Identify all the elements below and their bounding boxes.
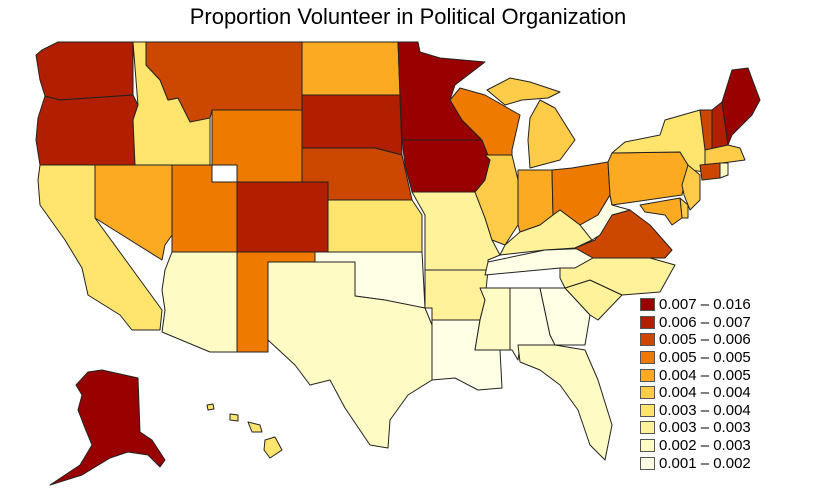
state-wi	[449, 87, 521, 161]
legend-label: 0.003 – 0.004	[659, 401, 751, 419]
legend-item: 0.004 – 0.004	[640, 384, 751, 402]
state-fl	[517, 344, 613, 461]
legend-swatch	[640, 403, 655, 417]
map-legend: 0.007 – 0.016 0.006 – 0.007 0.005 – 0.00…	[640, 296, 751, 472]
legend-item: 0.001 – 0.002	[640, 454, 751, 472]
state-il	[474, 154, 519, 246]
state-me	[721, 67, 761, 146]
legend-label: 0.004 – 0.004	[659, 384, 751, 402]
legend-item: 0.005 – 0.006	[640, 331, 751, 349]
state-pa	[607, 151, 689, 206]
legend-label: 0.001 – 0.002	[659, 454, 751, 472]
state-mi-up	[486, 77, 561, 106]
legend-label: 0.003 – 0.003	[659, 419, 751, 437]
state-ut	[171, 164, 238, 253]
state-sd	[301, 94, 403, 156]
state-co	[236, 181, 329, 253]
legend-swatch	[640, 368, 655, 382]
legend-label: 0.005 – 0.005	[659, 349, 751, 367]
legend-label: 0.006 – 0.007	[659, 313, 751, 331]
legend-item: 0.003 – 0.003	[640, 419, 751, 437]
state-hi-kauai	[206, 403, 215, 411]
legend-item: 0.005 – 0.005	[640, 349, 751, 367]
legend-item: 0.006 – 0.007	[640, 314, 751, 332]
legend-item: 0.003 – 0.004	[640, 402, 751, 420]
state-md	[639, 197, 683, 226]
legend-label: 0.002 – 0.003	[659, 437, 751, 455]
state-ky	[499, 209, 593, 256]
legend-swatch	[640, 421, 655, 435]
legend-swatch	[640, 456, 655, 470]
legend-item: 0.007 – 0.016	[640, 296, 751, 314]
state-az	[161, 251, 238, 353]
state-nc	[559, 257, 676, 296]
state-hi-maui	[247, 421, 263, 433]
legend-label: 0.004 – 0.005	[659, 366, 751, 384]
legend-swatch	[640, 315, 655, 329]
state-wy	[211, 109, 303, 183]
state-hi-oahu	[229, 413, 239, 422]
legend-item: 0.004 – 0.005	[640, 366, 751, 384]
legend-swatch	[640, 386, 655, 400]
state-wa	[35, 41, 134, 101]
state-or	[35, 94, 139, 166]
state-ks	[327, 199, 423, 253]
state-ri	[719, 162, 729, 179]
state-mi	[527, 99, 576, 169]
legend-swatch	[640, 351, 655, 365]
legend-swatch	[640, 298, 655, 312]
state-ia	[401, 139, 491, 193]
legend-label: 0.007 – 0.016	[659, 296, 751, 314]
state-ct	[699, 162, 721, 181]
map-title: Proportion Volunteer in Political Organi…	[189, 4, 627, 29]
legend-swatch	[640, 333, 655, 347]
state-tx	[267, 261, 433, 449]
legend-item: 0.002 – 0.003	[640, 437, 751, 455]
legend-swatch	[640, 439, 655, 453]
legend-label: 0.005 – 0.006	[659, 331, 751, 349]
state-nj	[681, 164, 701, 211]
state-ar	[424, 269, 489, 321]
state-nd	[301, 41, 401, 96]
state-mn	[397, 41, 486, 141]
state-hi-big	[263, 436, 283, 459]
state-ak	[49, 369, 166, 486]
